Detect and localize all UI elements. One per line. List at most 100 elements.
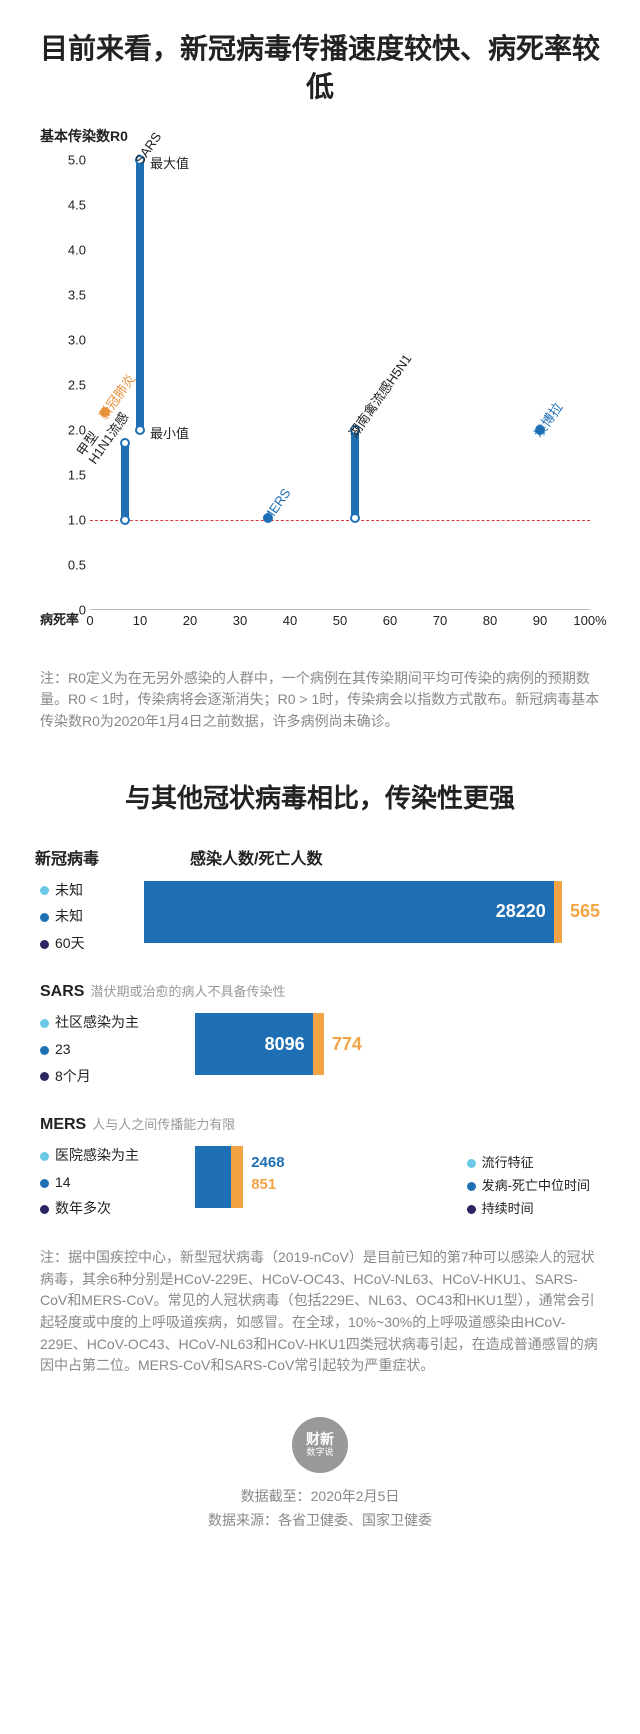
y-tick-label: 1.0: [40, 512, 86, 527]
bullet-text: 未知: [55, 882, 83, 898]
virus-bullets: 社区感染为主 23 8个月: [40, 1009, 185, 1089]
section2-title: 与其他冠状病毒相比，传染性更强: [35, 778, 605, 815]
max-annotation: 最大值: [150, 153, 189, 172]
legend-dot: [467, 1159, 476, 1168]
y-axis-label: 基本传染数R0: [40, 126, 605, 146]
infected-segment: 8096: [195, 1013, 313, 1075]
range-min-cap: [135, 425, 145, 435]
x-tick-label: 80: [483, 613, 497, 628]
bullet-text: 未知: [55, 908, 83, 924]
source-logo: 财新 数字说: [35, 1417, 605, 1473]
x-tick-label: 10: [133, 613, 147, 628]
column-headers: 新冠病毒 感染人数/死亡人数: [35, 845, 605, 869]
y-tick-label: 4.0: [40, 242, 86, 257]
bullet-item: 医院感染为主: [40, 1142, 185, 1169]
bullet-item: 8个月: [40, 1063, 185, 1090]
range-max-cap: [120, 438, 130, 448]
bullet-dot: [40, 913, 49, 922]
virus-name: SARS潜伏期或治愈的病人不具备传染性: [40, 981, 600, 1001]
y-tick-label: 5.0: [40, 152, 86, 167]
y-tick-label: 3.0: [40, 332, 86, 347]
range-min-cap: [350, 513, 360, 523]
bullet-text: 数年多次: [55, 1200, 111, 1216]
deaths-segment: [554, 881, 562, 943]
bullet-item: 社区感染为主: [40, 1009, 185, 1036]
y-tick-label: 3.5: [40, 287, 86, 302]
virus-bullets: 未知未知60天: [40, 877, 134, 957]
x-tick-label: 30: [233, 613, 247, 628]
main-title: 目前来看，新冠病毒传播速度较快、病死率较低: [35, 30, 605, 106]
infected-segment: 28220: [144, 881, 554, 943]
bullet-dot: [40, 1152, 49, 1161]
virus-section: 未知未知60天28220565: [40, 877, 600, 957]
bullet-text: 23: [55, 1041, 71, 1057]
col-head-left: 新冠病毒: [35, 845, 190, 869]
logo-bottom: 数字说: [306, 1448, 333, 1458]
series-label: 埃博拉: [528, 398, 566, 441]
bullet-text: 医院感染为主: [55, 1147, 139, 1163]
bullet-dot: [40, 1179, 49, 1188]
infected-label: 2468: [251, 1154, 284, 1171]
bullet-text: 60天: [55, 935, 85, 951]
bullet-item: 60天: [40, 930, 134, 957]
range-min-cap: [120, 515, 130, 525]
bullet-item: 未知: [40, 877, 134, 904]
bullet-dot: [40, 1205, 49, 1214]
virus-section: MERS人与人之间传播能力有限医院感染为主14数年多次2468851流行特征发病…: [40, 1114, 600, 1222]
bullet-dot: [40, 1072, 49, 1081]
deaths-label: 774: [332, 1034, 362, 1055]
x-tick-label: 60: [383, 613, 397, 628]
bullet-text: 社区感染为主: [55, 1014, 139, 1030]
virus-bullets: 医院感染为主 14 数年多次: [40, 1142, 185, 1222]
x-tick-label: 20: [183, 613, 197, 628]
legend-label: 持续时间: [482, 1201, 534, 1216]
bullet-item: 未知: [40, 903, 134, 930]
bullet-dot: [40, 1019, 49, 1028]
bullet-item: 23: [40, 1036, 185, 1063]
bullet-dot: [40, 940, 49, 949]
x-tick-label: 90: [533, 613, 547, 628]
y-tick-label: 1.5: [40, 467, 86, 482]
r0-scatter-chart: 00.51.01.52.02.53.03.54.04.55.0病死率010203…: [40, 150, 600, 650]
deaths-segment: [231, 1146, 243, 1208]
x-tick-label: 40: [283, 613, 297, 628]
virus-bar: 8096 774: [195, 1009, 600, 1079]
range-bar: [121, 443, 129, 520]
x-tick-label: 0: [86, 613, 93, 628]
bullet-item: 数年多次: [40, 1195, 185, 1222]
x-axis-label: 病死率: [40, 609, 79, 628]
bullet-item: 14: [40, 1169, 185, 1196]
x-tick-label: 100%: [573, 613, 606, 628]
infected-segment: [195, 1146, 231, 1208]
virus-bar: 28220 565: [144, 877, 600, 947]
footer-date: 数据截至：2020年2月5日: [35, 1485, 605, 1509]
chart2-footnote: 注：据中国疾控中心，新型冠状病毒（2019-nCoV）是目前已知的第7种可以感染…: [40, 1247, 600, 1377]
legend-label: 流行特征: [482, 1155, 534, 1170]
y-tick-label: 2.0: [40, 422, 86, 437]
legend-dot: [467, 1182, 476, 1191]
footer-source: 数据来源：各省卫健委、国家卫健委: [35, 1509, 605, 1533]
x-tick-label: 50: [333, 613, 347, 628]
virus-bar: 2468851流行特征发病-死亡中位时间持续时间: [195, 1142, 600, 1212]
legend-label: 发病-死亡中位时间: [482, 1178, 590, 1193]
virus-section: SARS潜伏期或治愈的病人不具备传染性社区感染为主 23 8个月 8096 774: [40, 981, 600, 1089]
bullet-dot: [40, 886, 49, 895]
series-label: 湖南禽流感H5N1: [343, 349, 415, 440]
deaths-label: 565: [570, 901, 600, 922]
bullet-legend: 流行特征发病-死亡中位时间持续时间: [467, 1152, 590, 1221]
deaths-segment: [313, 1013, 324, 1075]
range-bar: [351, 430, 359, 518]
y-tick-label: 4.5: [40, 197, 86, 212]
bullet-text: 14: [55, 1174, 71, 1190]
bullet-text: 8个月: [55, 1068, 91, 1084]
virus-name: MERS人与人之间传播能力有限: [40, 1114, 600, 1134]
chart1-footnote: 注：R0定义为在无另外感染的人群中，一个病例在其传染期间平均可传染的病例的预期数…: [40, 668, 600, 733]
legend-dot: [467, 1205, 476, 1214]
x-tick-label: 70: [433, 613, 447, 628]
range-bar: [136, 160, 144, 430]
reference-line: [90, 520, 590, 521]
col-head-right: 感染人数/死亡人数: [190, 845, 322, 869]
bullet-dot: [40, 1046, 49, 1055]
min-annotation: 最小值: [150, 423, 189, 442]
y-tick-label: 2.5: [40, 377, 86, 392]
